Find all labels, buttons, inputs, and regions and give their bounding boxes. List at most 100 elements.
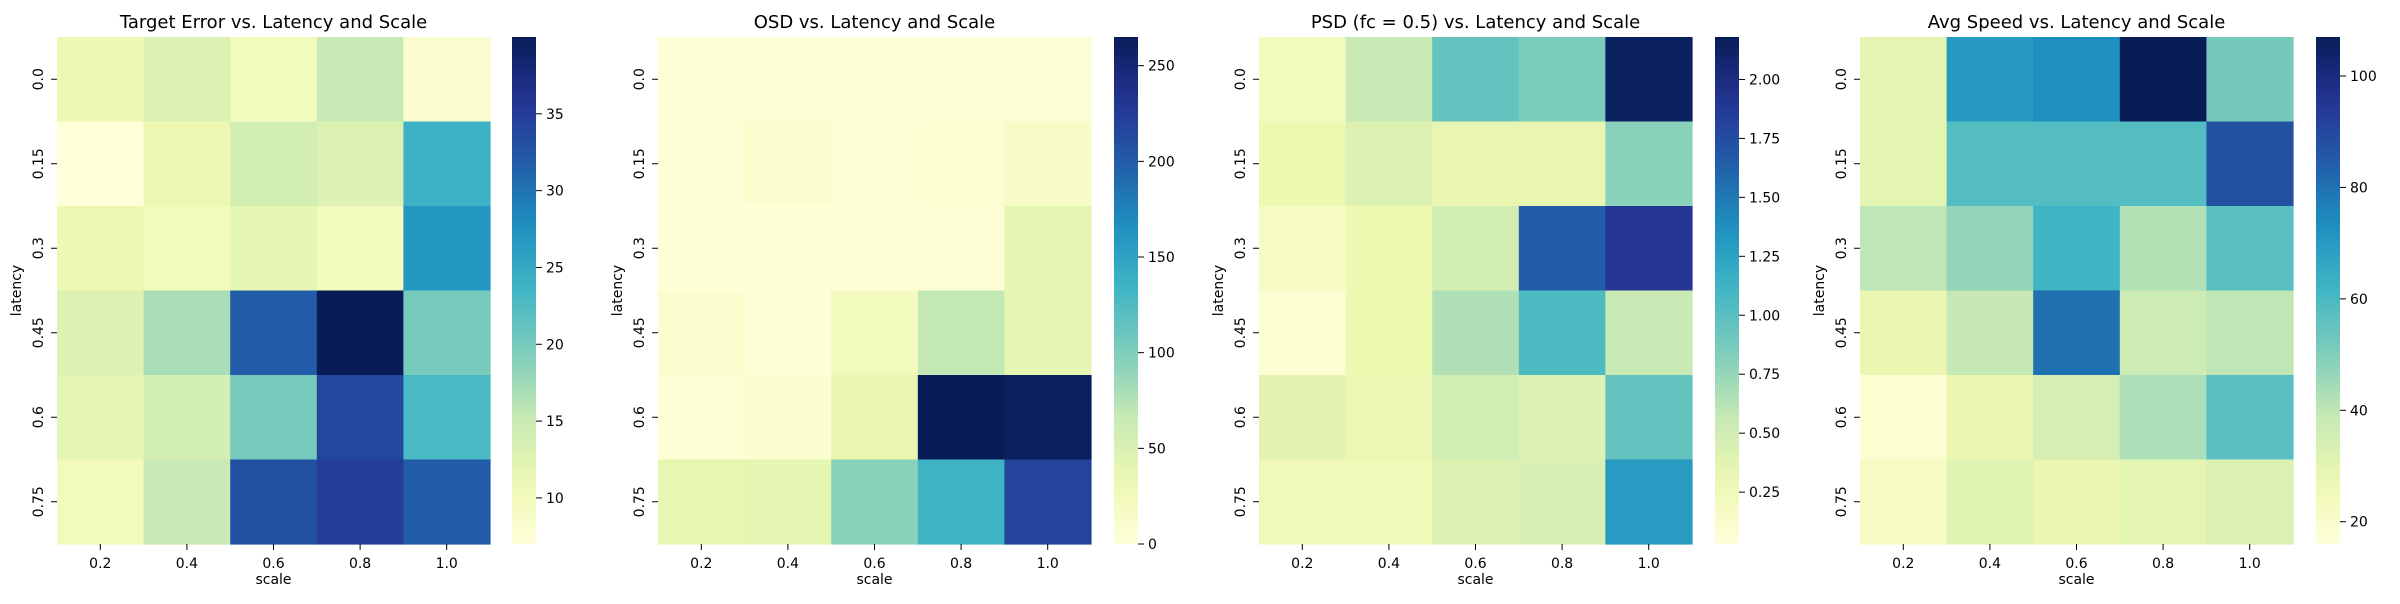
- colorbar-tick-label: 10: [546, 491, 564, 507]
- heatmap-cell: [1860, 121, 1948, 207]
- heatmap-cell: [316, 290, 404, 376]
- heatmap-cell: [658, 375, 746, 461]
- heatmap-cell: [2119, 459, 2207, 545]
- heatmap-cell: [230, 206, 318, 292]
- heatmap-cell: [57, 121, 145, 207]
- heatmap-cell: [1345, 206, 1433, 292]
- y-tick-label: 0.3: [632, 237, 648, 259]
- heatmap-cell: [2119, 290, 2207, 376]
- y-tick-label: 0.15: [632, 148, 648, 179]
- heatmap-cell: [1004, 206, 1092, 292]
- heatmap-cell: [2033, 459, 2121, 545]
- heatmap-cell: [1259, 459, 1347, 545]
- x-tick-label: 0.8: [1551, 556, 1573, 572]
- heatmap-cell: [1860, 206, 1948, 292]
- heatmap-cell: [2033, 121, 2121, 207]
- heatmap-cell: [1345, 459, 1433, 545]
- x-axis-label: scale: [255, 572, 291, 588]
- colorbar-tick-label: 25: [546, 260, 564, 276]
- heatmap-cell: [1432, 375, 1520, 461]
- x-axis-label: scale: [2058, 572, 2094, 588]
- y-tick-label: 0.15: [31, 148, 47, 179]
- y-tick-label: 0.45: [31, 317, 47, 348]
- heatmap-cell: [143, 206, 231, 292]
- heatmap-cell: [658, 459, 746, 545]
- heatmap-cell: [1946, 290, 2034, 376]
- panel-title: Avg Speed vs. Latency and Scale: [1928, 12, 2226, 33]
- heatmap-cell: [744, 459, 832, 545]
- heatmap-cell: [1345, 121, 1433, 207]
- y-tick-label: 0.6: [1233, 406, 1249, 428]
- heatmap-cell: [658, 37, 746, 123]
- panel-title: PSD (fc = 0.5) vs. Latency and Scale: [1311, 12, 1640, 33]
- y-tick-label: 0.0: [31, 68, 47, 90]
- heatmap-cell: [316, 121, 404, 207]
- heatmap-cell: [831, 121, 919, 207]
- panel-title: Target Error vs. Latency and Scale: [119, 12, 427, 33]
- heatmap-cell: [1946, 459, 2034, 545]
- heatmap-cell: [403, 206, 491, 292]
- heatmap-cell: [1518, 121, 1606, 207]
- heatmap-cell: [1518, 375, 1606, 461]
- heatmap-cell: [1518, 290, 1606, 376]
- heatmap-cell: [1432, 121, 1520, 207]
- y-tick-label: 0.45: [1233, 317, 1249, 348]
- y-tick-label: 0.75: [1834, 486, 1850, 517]
- x-tick-label: 0.8: [349, 556, 371, 572]
- heatmap-cell: [230, 459, 318, 545]
- heatmap-cell: [316, 206, 404, 292]
- colorbar-tick-label: 1.25: [1749, 249, 1780, 265]
- colorbar-tick-label: 150: [1148, 250, 1175, 266]
- colorbar-tick-label: 30: [546, 184, 564, 200]
- heatmap-cell: [1518, 206, 1606, 292]
- colorbar-tick-label: 1.50: [1749, 190, 1780, 206]
- heatmap-cell: [831, 459, 919, 545]
- colorbar-tick-label: 1.75: [1749, 131, 1780, 147]
- x-tick-label: 0.6: [2065, 556, 2087, 572]
- colorbar-tick-label: 2.00: [1749, 72, 1780, 88]
- colorbar: [512, 37, 536, 544]
- heatmap-cell: [1259, 375, 1347, 461]
- x-axis-label: scale: [856, 572, 892, 588]
- heatmap-cell: [1605, 37, 1693, 123]
- heatmap-cell: [658, 121, 746, 207]
- x-tick-label: 0.4: [1979, 556, 2001, 572]
- x-tick-label: 1.0: [1638, 556, 1660, 572]
- heatmap-cell: [831, 37, 919, 123]
- colorbar: [1715, 37, 1739, 544]
- heatmap-cell: [1946, 375, 2034, 461]
- heatmap-cell: [1946, 206, 2034, 292]
- heatmap-cell: [1860, 459, 1948, 545]
- heatmap-cell: [230, 121, 318, 207]
- heatmap-cell: [1860, 375, 1948, 461]
- heatmap-cell: [744, 121, 832, 207]
- heatmap-cell: [2119, 121, 2207, 207]
- heatmap-cell: [1259, 37, 1347, 123]
- colorbar-tick-label: 100: [2350, 69, 2377, 85]
- heatmap-cell: [316, 37, 404, 123]
- heatmap-cell: [403, 121, 491, 207]
- heatmap-cell: [1004, 37, 1092, 123]
- heatmap-cell: [57, 375, 145, 461]
- heatmap-cell: [917, 121, 1005, 207]
- colorbar-tick-label: 20: [2350, 515, 2368, 531]
- heatmap-cell: [2206, 375, 2294, 461]
- heatmap-cell: [1518, 459, 1606, 545]
- heatmap-cell: [57, 206, 145, 292]
- x-tick-label: 0.4: [1378, 556, 1400, 572]
- heatmap-cell: [1259, 206, 1347, 292]
- colorbar-tick-label: 0: [1148, 537, 1157, 553]
- y-tick-label: 0.0: [1834, 68, 1850, 90]
- heatmap-cell: [1345, 290, 1433, 376]
- heatmap-cell: [1259, 290, 1347, 376]
- heatmap-cell: [1345, 37, 1433, 123]
- y-tick-label: 0.45: [632, 317, 648, 348]
- heatmap-cell: [1345, 375, 1433, 461]
- heatmap-cell: [230, 375, 318, 461]
- heatmap-cell: [658, 206, 746, 292]
- heatmap-cell: [2119, 206, 2207, 292]
- x-tick-label: 1.0: [2239, 556, 2261, 572]
- heatmap-cell: [917, 290, 1005, 376]
- heatmap-panel-1: Target Error vs. Latency and Scale 0.2 0.4…: [9, 12, 564, 588]
